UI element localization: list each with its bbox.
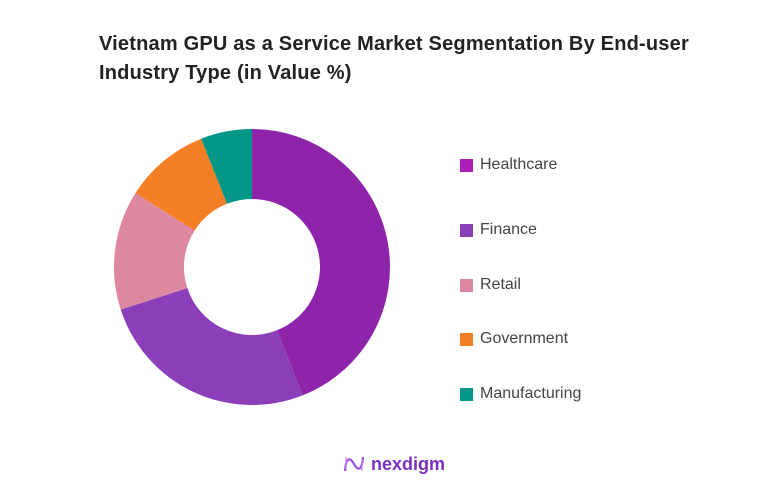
slice-government: [135, 138, 227, 231]
legend-swatch: [460, 278, 473, 292]
legend-item-healthcare: Healthcare: [460, 156, 557, 174]
legend-swatch: [460, 158, 473, 172]
slice-finance: [120, 288, 303, 405]
legend-item-manufacturing: Manufacturing: [460, 385, 581, 403]
legend-swatch: [460, 387, 473, 401]
legend-swatch: [460, 223, 473, 237]
legend-label: Finance: [480, 221, 537, 238]
legend-label: Manufacturing: [480, 385, 582, 402]
chart-title: Vietnam GPU as a Service Market Segmenta…: [99, 33, 689, 84]
legend-item-finance: Finance: [460, 221, 537, 239]
legend-label: Government: [480, 330, 569, 347]
brand-name: nexdigm: [371, 453, 446, 474]
slice-retail: [114, 193, 195, 310]
slice-manufacturing: [201, 129, 252, 204]
slice-healthcare: [252, 129, 391, 396]
legend-item-retail: Retail: [460, 276, 521, 294]
nexdigm-logo: nexdigm: [343, 453, 445, 475]
legend-label: Retail: [480, 276, 521, 293]
legend-label: Healthcare: [480, 156, 558, 173]
legend-item-government: Government: [460, 330, 568, 348]
nexdigm-logo-icon: [343, 456, 365, 472]
legend-swatch: [460, 332, 473, 346]
